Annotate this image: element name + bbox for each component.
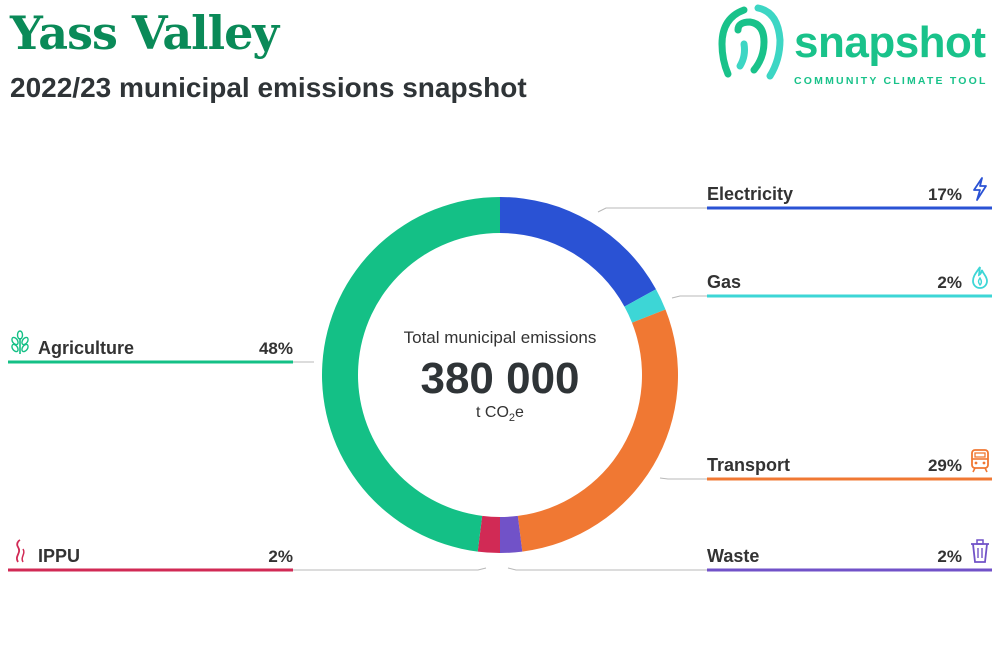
wheat-icon — [11, 330, 29, 354]
legend-percent-electricity: 17% — [927, 185, 962, 204]
logo-wordmark: snapshot — [794, 18, 986, 67]
lightning-icon — [973, 177, 987, 201]
train-icon — [971, 449, 989, 473]
leader-line-ippu — [293, 567, 487, 571]
logo-tagline: COMMUNITY CLIMATE TOOL — [794, 75, 988, 87]
legend-percent-waste: 2% — [937, 547, 962, 566]
legend-percent-gas: 2% — [937, 273, 962, 292]
legend-label-ippu: IPPU — [38, 546, 81, 566]
legend-percent-agriculture: 48% — [258, 339, 293, 358]
bin-icon — [971, 539, 989, 563]
center-label: Total municipal emissions — [403, 328, 597, 347]
factory-smoke-icon — [15, 539, 25, 563]
page-title: Yass Valley — [10, 6, 279, 60]
fingerprint-icon — [718, 4, 784, 80]
slice-waste — [500, 515, 523, 553]
snapshot-logo: snapshot COMMUNITY CLIMATE TOOL — [714, 0, 1000, 90]
center-total-value: 380 000 — [420, 354, 580, 403]
legend-percent-ippu: 2% — [268, 547, 293, 566]
leader-line-gas — [671, 295, 707, 299]
center-unit: t CO2e — [476, 404, 524, 425]
legend-label-waste: Waste — [707, 546, 760, 566]
page-subtitle: 2022/23 municipal emissions snapshot — [10, 72, 527, 103]
flame-icon — [972, 266, 988, 289]
slice-ippu — [477, 515, 500, 553]
slice-transport — [517, 309, 678, 552]
slice-electricity — [500, 197, 656, 307]
leader-line-electricity — [597, 207, 707, 213]
slice-agriculture — [321, 197, 500, 552]
legend-label-electricity: Electricity — [707, 184, 794, 204]
legend-label-gas: Gas — [707, 272, 742, 292]
legend-label-agriculture: Agriculture — [38, 338, 135, 358]
slice-gas — [624, 289, 666, 323]
legend-percent-transport: 29% — [927, 456, 962, 475]
legend-label-transport: Transport — [707, 455, 791, 475]
leader-line-waste — [507, 567, 707, 571]
leader-line-transport — [659, 477, 707, 480]
